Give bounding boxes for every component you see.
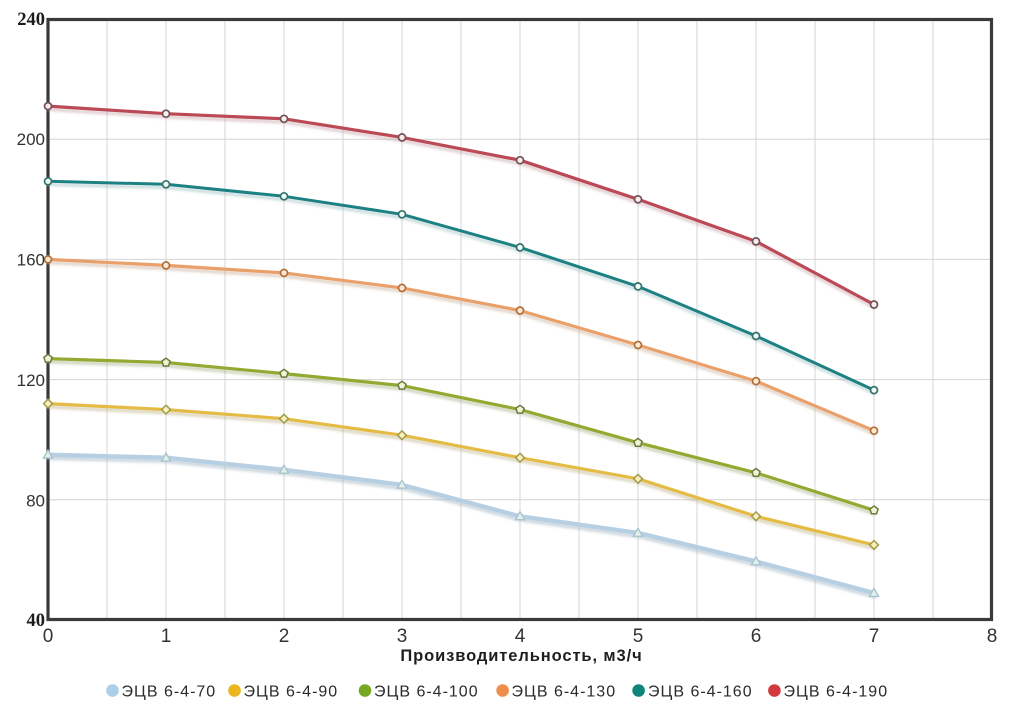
svg-text:2: 2 [279, 626, 290, 647]
svg-text:ЭЦВ 6-4-90: ЭЦВ 6-4-90 [244, 684, 339, 701]
svg-text:ЭЦВ 6-4-70: ЭЦВ 6-4-70 [122, 684, 217, 701]
svg-text:ЭЦВ 6-4-130: ЭЦВ 6-4-130 [512, 684, 617, 701]
svg-text:80: 80 [26, 492, 45, 511]
svg-text:0: 0 [43, 626, 54, 647]
svg-text:ЭЦВ 6-4-190: ЭЦВ 6-4-190 [784, 684, 889, 701]
svg-text:5: 5 [633, 626, 644, 647]
svg-text:6: 6 [751, 626, 762, 647]
svg-text:160: 160 [17, 251, 45, 270]
svg-text:120: 120 [17, 371, 45, 390]
svg-text:40: 40 [27, 611, 46, 631]
svg-text:240: 240 [17, 10, 45, 30]
svg-text:1: 1 [161, 626, 172, 647]
svg-text:200: 200 [17, 130, 45, 149]
svg-text:3: 3 [397, 626, 408, 647]
svg-text:ЭЦВ 6-4-100: ЭЦВ 6-4-100 [374, 684, 479, 701]
svg-text:Производительность, м3/ч: Производительность, м3/ч [400, 647, 642, 665]
svg-text:7: 7 [869, 626, 880, 647]
svg-text:ЭЦВ 6-4-160: ЭЦВ 6-4-160 [648, 684, 753, 701]
svg-text:4: 4 [515, 626, 526, 647]
svg-text:8: 8 [987, 626, 998, 647]
